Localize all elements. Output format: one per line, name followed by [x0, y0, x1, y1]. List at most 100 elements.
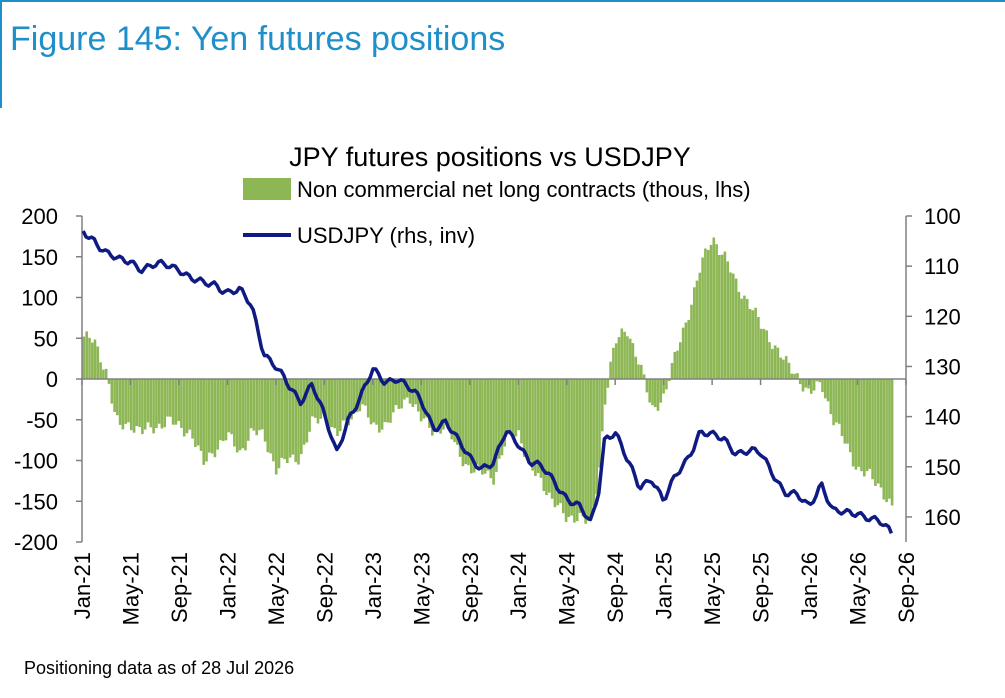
footnote: Positioning data as of 28 Jul 2026	[24, 658, 295, 678]
bar	[522, 379, 526, 457]
bar	[433, 379, 437, 431]
bar	[470, 379, 473, 474]
bar	[344, 379, 348, 421]
bar	[567, 379, 571, 517]
bar-series	[82, 237, 894, 524]
x-tick-label: Sep-24	[603, 552, 628, 623]
bar	[623, 331, 626, 379]
bar	[130, 379, 133, 431]
x-tick-label: Sep-23	[458, 552, 483, 623]
bar	[863, 379, 866, 477]
bar	[241, 379, 245, 449]
bar	[589, 379, 593, 518]
bar	[812, 379, 816, 391]
bar	[196, 379, 200, 446]
bar	[85, 331, 88, 379]
bar	[118, 379, 122, 425]
bar	[221, 379, 225, 442]
bar	[829, 379, 833, 415]
bar	[715, 244, 718, 379]
bar	[871, 379, 874, 480]
bar	[88, 337, 91, 379]
bar	[397, 379, 401, 409]
bar	[665, 379, 668, 390]
bar	[840, 379, 844, 437]
bar	[442, 379, 445, 430]
bar	[261, 379, 264, 430]
bar	[651, 379, 654, 406]
bar	[634, 356, 637, 379]
bar	[272, 379, 275, 462]
bar	[776, 347, 780, 379]
bar	[489, 379, 493, 479]
figure-header: Figure 145: Yen futures positions	[0, 0, 1005, 108]
figure-title: Figure 145: Yen futures positions	[10, 20, 506, 58]
bar	[720, 254, 724, 379]
bar	[614, 343, 618, 379]
y-left-tick-label: 50	[34, 326, 58, 351]
bar	[782, 359, 785, 379]
bar	[174, 379, 178, 425]
header-top-rule	[0, 0, 1005, 2]
bar	[514, 379, 518, 437]
bar	[670, 363, 674, 379]
bar	[283, 379, 286, 460]
bar	[244, 379, 247, 451]
bar	[790, 373, 794, 379]
bar	[684, 322, 688, 379]
bar	[729, 272, 732, 379]
x-tick-label: May-21	[118, 552, 143, 625]
y-left-tick-label: -150	[14, 489, 58, 514]
bar	[787, 362, 791, 379]
bar	[378, 379, 381, 433]
bar	[734, 278, 738, 379]
y-right-tick-label: 130	[924, 354, 961, 379]
bar	[458, 379, 462, 457]
bar	[818, 379, 821, 383]
bar	[754, 307, 757, 379]
bar	[478, 379, 481, 467]
bar	[110, 379, 114, 404]
y-left-tick-label: 0	[46, 367, 58, 392]
bar	[188, 379, 192, 430]
y-axis-right: 100 110 120 130 140 150 160	[906, 204, 961, 530]
bar	[759, 328, 763, 379]
bar	[762, 328, 766, 379]
bar	[456, 379, 459, 445]
bar	[690, 304, 693, 379]
bar	[578, 379, 582, 513]
bar	[876, 379, 880, 484]
bar	[313, 379, 317, 418]
x-tick-label: May-22	[264, 552, 289, 625]
bar	[890, 379, 894, 506]
bar	[796, 373, 799, 379]
bar	[497, 379, 501, 459]
bar	[155, 379, 158, 428]
bar	[82, 336, 86, 379]
chart-title: JPY futures positions vs USDJPY	[289, 142, 691, 172]
bar	[486, 379, 490, 471]
bar	[503, 379, 506, 447]
bar	[124, 379, 127, 424]
usdjpy-line	[81, 230, 894, 534]
bar	[745, 298, 749, 379]
bar	[182, 379, 186, 437]
bar	[564, 379, 568, 522]
bar	[219, 379, 222, 441]
bar	[584, 379, 587, 524]
bar	[238, 379, 242, 451]
bar	[779, 357, 782, 379]
bar	[534, 379, 537, 476]
bar	[352, 379, 356, 411]
bar	[851, 379, 855, 467]
bar	[888, 379, 891, 499]
bar	[305, 379, 309, 443]
bar	[143, 379, 147, 430]
bar	[528, 379, 532, 461]
bar	[208, 379, 211, 453]
bar	[882, 379, 886, 500]
bar	[743, 295, 746, 379]
x-tick-label: Sep-25	[749, 552, 774, 623]
bar	[495, 379, 498, 472]
bar	[152, 379, 155, 434]
